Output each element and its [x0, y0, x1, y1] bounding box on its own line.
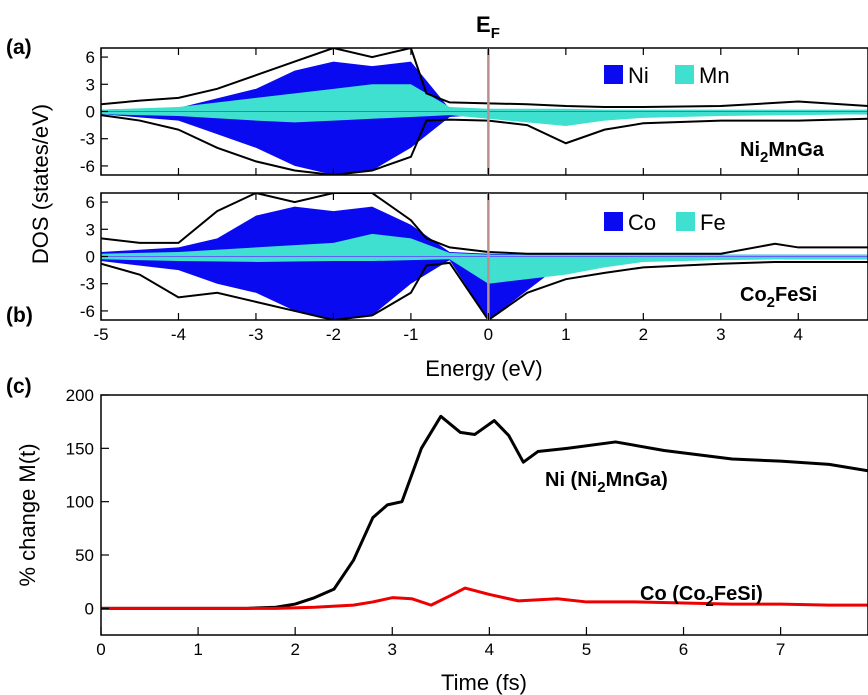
- pa-ytick-label: -6: [80, 157, 95, 176]
- pb-xtick-label: 3: [716, 325, 725, 344]
- pb-xtick-label: 1: [561, 325, 570, 344]
- pc-xtick-label: 5: [582, 640, 591, 659]
- legend-ni-label: Ni: [628, 63, 649, 88]
- pa-ni-down-area: [101, 111, 868, 175]
- pb-ytick-label: -6: [80, 302, 95, 321]
- fermi-level-label: EF: [476, 12, 500, 42]
- pc-xtick-label: 1: [193, 640, 202, 659]
- pb-ytick-label: -3: [80, 275, 95, 294]
- pb-xtick-label: -5: [93, 325, 108, 344]
- material-label-ni2mnga: Ni2MnGa: [740, 139, 825, 166]
- pb-xtick-label: -2: [326, 325, 341, 344]
- ni-curve-label: Ni (Ni2MnGa): [545, 469, 668, 496]
- panel-c-data: [101, 414, 868, 610]
- time-xlabel: Time (fs): [441, 670, 527, 695]
- pc-xtick-label: 7: [776, 640, 785, 659]
- pb-xtick-label: 2: [639, 325, 648, 344]
- pc-ytick-label: 0: [85, 599, 94, 618]
- pb-xtick-label: 4: [794, 325, 803, 344]
- pb-xtick-label: -4: [171, 325, 186, 344]
- pa-mn-up-area: [101, 84, 868, 112]
- pb-xtick-label: -1: [403, 325, 418, 344]
- co-curve-label: Co (Co2FeSi): [640, 583, 763, 610]
- panel-a-axes: 6 3 0 -3 -6: [80, 48, 799, 176]
- pc-xtick-label: 2: [290, 640, 299, 659]
- pb-total-down-line: [101, 260, 868, 320]
- pb-ytick-label: 0: [86, 248, 95, 267]
- legend-mn-label: Mn: [699, 63, 730, 88]
- panel-b: 6 3 0 -3 -6 -5 -4 -3 -2 -1 0 1 2 3 4 (b) Co Fe Co2FeSi: [6, 192, 868, 344]
- legend-co-label: Co: [628, 210, 656, 235]
- pb-ytick-label: 3: [86, 220, 95, 239]
- pb-xtick-label: 0: [484, 325, 493, 344]
- legend-co-swatch: [604, 212, 623, 231]
- panel-c: 200 150 100 50 0 0 1 2 3 4 5 6 7 (c) % change M(t) T…: [6, 375, 868, 695]
- pa-mn-down-area: [101, 111, 868, 127]
- material-label-co2fesi: Co2FeSi: [740, 284, 817, 311]
- pb-total-up-line: [101, 193, 868, 255]
- panel-c-label: (c): [6, 375, 32, 398]
- pc-series-0-line: [101, 414, 868, 610]
- dos-ylabel: DOS (states/eV): [28, 104, 53, 264]
- pa-total-down-line: [101, 114, 868, 175]
- pc-ytick-label: 200: [66, 386, 94, 405]
- panel-a-data: [101, 48, 868, 175]
- pa-ytick-label: -3: [80, 130, 95, 149]
- pc-xtick-label: 6: [679, 640, 688, 659]
- panel-b-data: [101, 193, 868, 320]
- pc-ytick-label: 50: [75, 546, 94, 565]
- pc-ytick-label: 150: [66, 439, 94, 458]
- legend-fe-label: Fe: [700, 210, 726, 235]
- pb-xtick-label: -3: [248, 325, 263, 344]
- legend-fe-swatch: [676, 212, 695, 231]
- pc-series-1-line: [101, 586, 868, 610]
- pc-xtick-label: 0: [96, 640, 105, 659]
- pb-co-down-area: [101, 256, 868, 320]
- pb-fe-up-area: [101, 233, 868, 257]
- panel-a: 6 3 0 -3 -6 (a) Ni Mn Ni2MnGa: [6, 36, 868, 176]
- pb-fe-down-area: [101, 256, 868, 284]
- mt-ylabel: % change M(t): [15, 443, 40, 586]
- pc-xtick-label: 3: [388, 640, 397, 659]
- panel-c-axes: 200 150 100 50 0 0 1 2 3 4 5 6 7: [66, 386, 786, 659]
- energy-xlabel: Energy (eV): [425, 356, 542, 381]
- pc-xtick-label: 4: [485, 640, 494, 659]
- pa-ytick-label: 3: [86, 75, 95, 94]
- panel-b-label: (b): [6, 304, 33, 327]
- panel-b-axes: 6 3 0 -3 -6 -5 -4 -3 -2 -1 0 1 2 3 4: [80, 193, 803, 344]
- pb-ytick-label: 6: [86, 193, 95, 212]
- legend-ni-swatch: [604, 65, 623, 84]
- legend-mn-swatch: [675, 65, 694, 84]
- pc-ytick-label: 100: [66, 493, 94, 512]
- pa-ytick-label: 0: [86, 103, 95, 122]
- panel-a-label: (a): [6, 36, 32, 59]
- panel-c-frame: [100, 394, 868, 636]
- pb-co-up-area: [101, 206, 868, 257]
- pa-total-up-line: [101, 48, 868, 108]
- pa-ytick-label: 6: [86, 48, 95, 67]
